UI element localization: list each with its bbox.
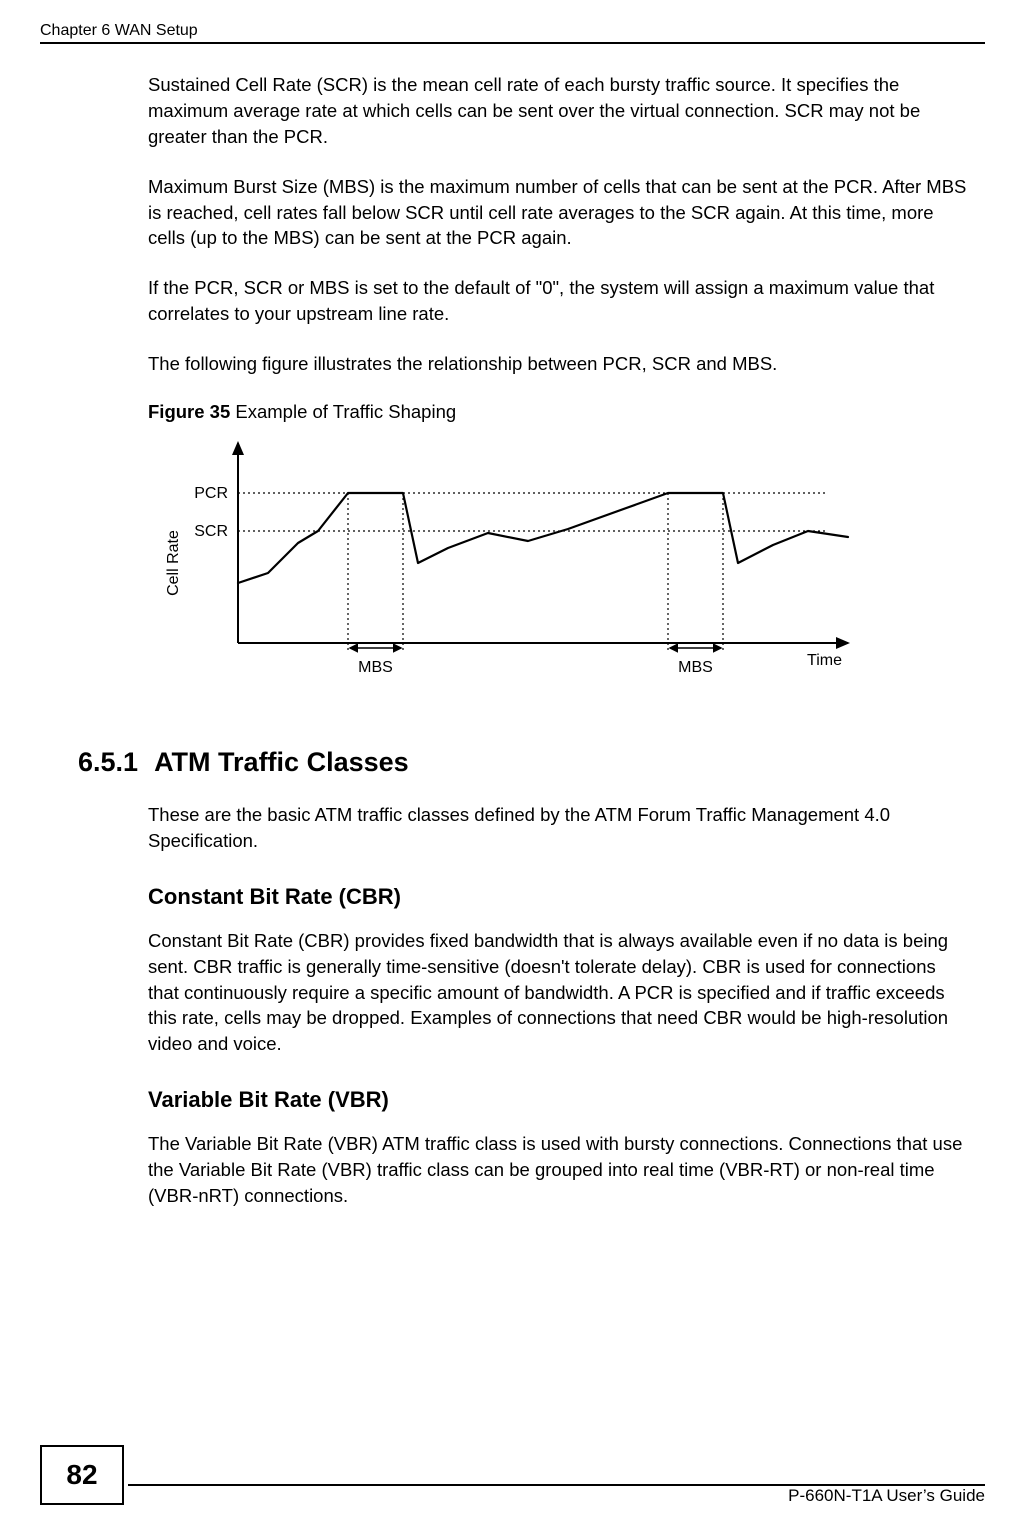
section-title: ATM Traffic Classes: [154, 747, 409, 777]
paragraph: Constant Bit Rate (CBR) provides fixed b…: [148, 928, 968, 1057]
figure-title: Example of Traffic Shaping: [230, 401, 456, 422]
figure-caption: Figure 35 Example of Traffic Shaping: [148, 401, 968, 423]
paragraph: Maximum Burst Size (MBS) is the maximum …: [148, 174, 968, 252]
traffic-shaping-figure: Cell Rate Time PCR SCR MBS MBS: [148, 433, 868, 691]
svg-text:Time: Time: [807, 652, 842, 669]
paragraph: The following figure illustrates the rel…: [148, 351, 968, 377]
subheading-cbr: Constant Bit Rate (CBR): [148, 884, 968, 910]
svg-text:SCR: SCR: [194, 523, 228, 540]
page-footer: 82 P-660N-T1A User’s Guide: [0, 1484, 1025, 1506]
subheading-vbr: Variable Bit Rate (VBR): [148, 1087, 968, 1113]
page-header: Chapter 6 WAN Setup: [40, 0, 985, 44]
content-area: Sustained Cell Rate (SCR) is the mean ce…: [40, 44, 968, 1209]
svg-text:MBS: MBS: [358, 659, 393, 676]
footer-row: 82 P-660N-T1A User’s Guide: [40, 1444, 985, 1506]
paragraph: These are the basic ATM traffic classes …: [148, 802, 968, 854]
page: Chapter 6 WAN Setup Sustained Cell Rate …: [0, 0, 1025, 1524]
page-number: 82: [40, 1445, 124, 1505]
svg-text:Cell Rate: Cell Rate: [165, 530, 182, 596]
figure-number: Figure 35: [148, 401, 230, 422]
paragraph: If the PCR, SCR or MBS is set to the def…: [148, 275, 968, 327]
paragraph: Sustained Cell Rate (SCR) is the mean ce…: [148, 72, 968, 150]
guide-name: P-660N-T1A User’s Guide: [788, 1444, 985, 1506]
chapter-title: Chapter 6 WAN Setup: [40, 22, 198, 40]
paragraph: The Variable Bit Rate (VBR) ATM traffic …: [148, 1131, 968, 1209]
section-number: 6.5.1: [78, 747, 138, 777]
svg-text:MBS: MBS: [678, 659, 713, 676]
section-heading-atm-traffic-classes: 6.5.1 ATM Traffic Classes: [78, 747, 968, 778]
svg-text:PCR: PCR: [194, 485, 228, 502]
